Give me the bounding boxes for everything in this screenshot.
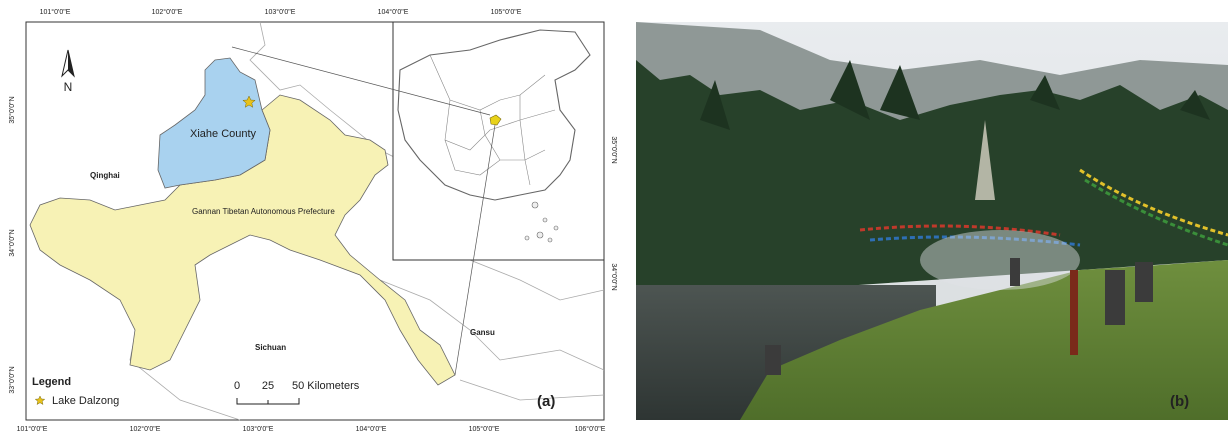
coord-label: 104°0'0"E bbox=[378, 8, 409, 16]
coord-label: 35°0'0"N bbox=[610, 136, 618, 163]
gansu-label: Gansu bbox=[470, 328, 495, 337]
coord-label: 102°0'0"E bbox=[130, 425, 161, 433]
xiahe-label: Xiahe County bbox=[190, 128, 257, 140]
scale-label: 0 bbox=[234, 380, 240, 392]
coord-label: 33°0'0"N bbox=[8, 366, 16, 393]
coord-label: 103°0'0"E bbox=[243, 425, 274, 433]
photo-panel: (b) bbox=[636, 22, 1228, 420]
legend-item: Lake Dalzong bbox=[52, 395, 119, 407]
coord-label: 101°0'0"E bbox=[40, 8, 71, 16]
photo-smoke bbox=[920, 230, 1080, 290]
coord-label: 104°0'0"E bbox=[356, 425, 387, 433]
coord-label: 35°0'0"N bbox=[8, 96, 16, 123]
figure: N Xiahe County Qinghai Gannan Tibetan Au… bbox=[0, 0, 1229, 434]
panel-label: (a) bbox=[537, 393, 555, 410]
coord-label: 34°0'0"N bbox=[610, 263, 618, 290]
coord-label: 101°0'0"E bbox=[17, 425, 48, 433]
qinghai-label: Qinghai bbox=[90, 171, 120, 180]
sichuan-label: Sichuan bbox=[255, 343, 286, 352]
photo-post bbox=[1070, 270, 1078, 355]
gannan-label: Gannan Tibetan Autonomous Prefecture bbox=[192, 207, 335, 216]
coord-label: 106°0'0"E bbox=[575, 425, 606, 433]
coord-label: 105°0'0"E bbox=[491, 8, 522, 16]
coord-label: 102°0'0"E bbox=[152, 8, 183, 16]
coord-label: 103°0'0"E bbox=[265, 8, 296, 16]
coord-label: 105°0'0"E bbox=[469, 425, 500, 433]
panel-label: (b) bbox=[1170, 393, 1189, 410]
map-panel: N Xiahe County Qinghai Gannan Tibetan Au… bbox=[8, 8, 618, 433]
north-label: N bbox=[64, 80, 73, 94]
coord-label: 34°0'0"N bbox=[8, 229, 16, 256]
scale-label: 50 Kilometers bbox=[292, 380, 360, 392]
legend-title: Legend bbox=[32, 376, 71, 388]
scale-label: 25 bbox=[262, 380, 274, 392]
